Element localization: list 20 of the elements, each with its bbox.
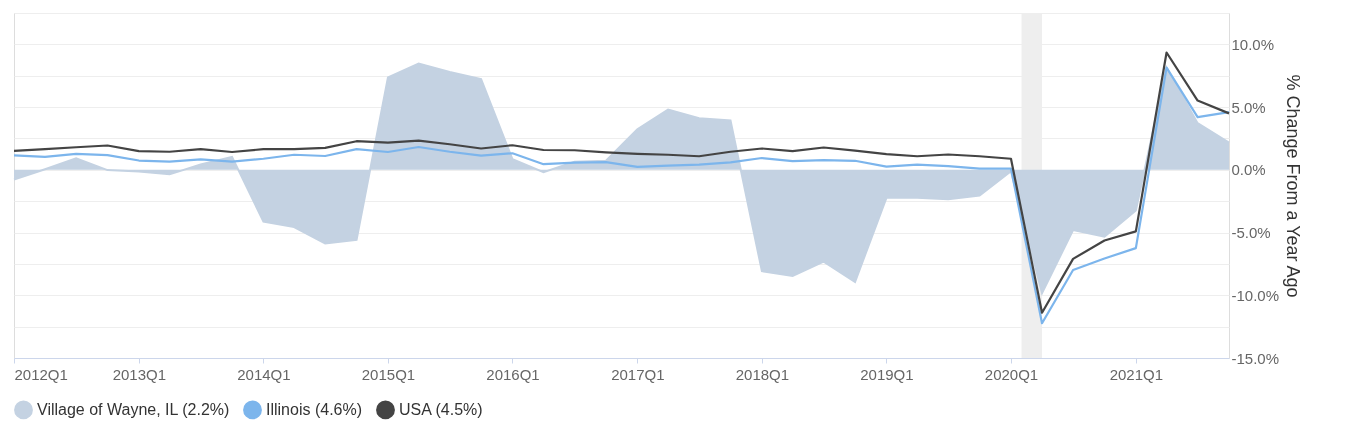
x-tick-label: 2021Q1 [1109,365,1164,383]
y-tick-label: -10.0% [1231,286,1280,304]
x-tick-label: 2020Q1 [984,365,1039,383]
x-tick-label: 2012Q1 [14,365,68,383]
x-tick-label: 2019Q1 [860,365,914,383]
x-tick-label: 2016Q1 [486,365,540,383]
x-tick-label: 2017Q1 [611,365,665,383]
legend-label: Illinois (4.6%) [266,400,363,418]
y-tick-label: -5.0% [1231,224,1271,242]
y-axis-title: % Change From a Year Ago [1283,74,1304,298]
x-tick-label: 2014Q1 [237,365,291,383]
x-tick-label: 2013Q1 [112,365,167,383]
y-tick-label: 5.0% [1231,98,1266,116]
x-tick-label: 2018Q1 [735,365,790,383]
y-tick-label: 0.0% [1231,161,1266,179]
x-tick-label: 2015Q1 [361,365,416,383]
legend-label: Village of Wayne, IL (2.2%) [37,400,230,418]
y-tick-label: 10.0% [1231,35,1275,53]
legend-label: USA (4.5%) [399,400,483,418]
y-tick-label: -15.0% [1231,349,1280,367]
